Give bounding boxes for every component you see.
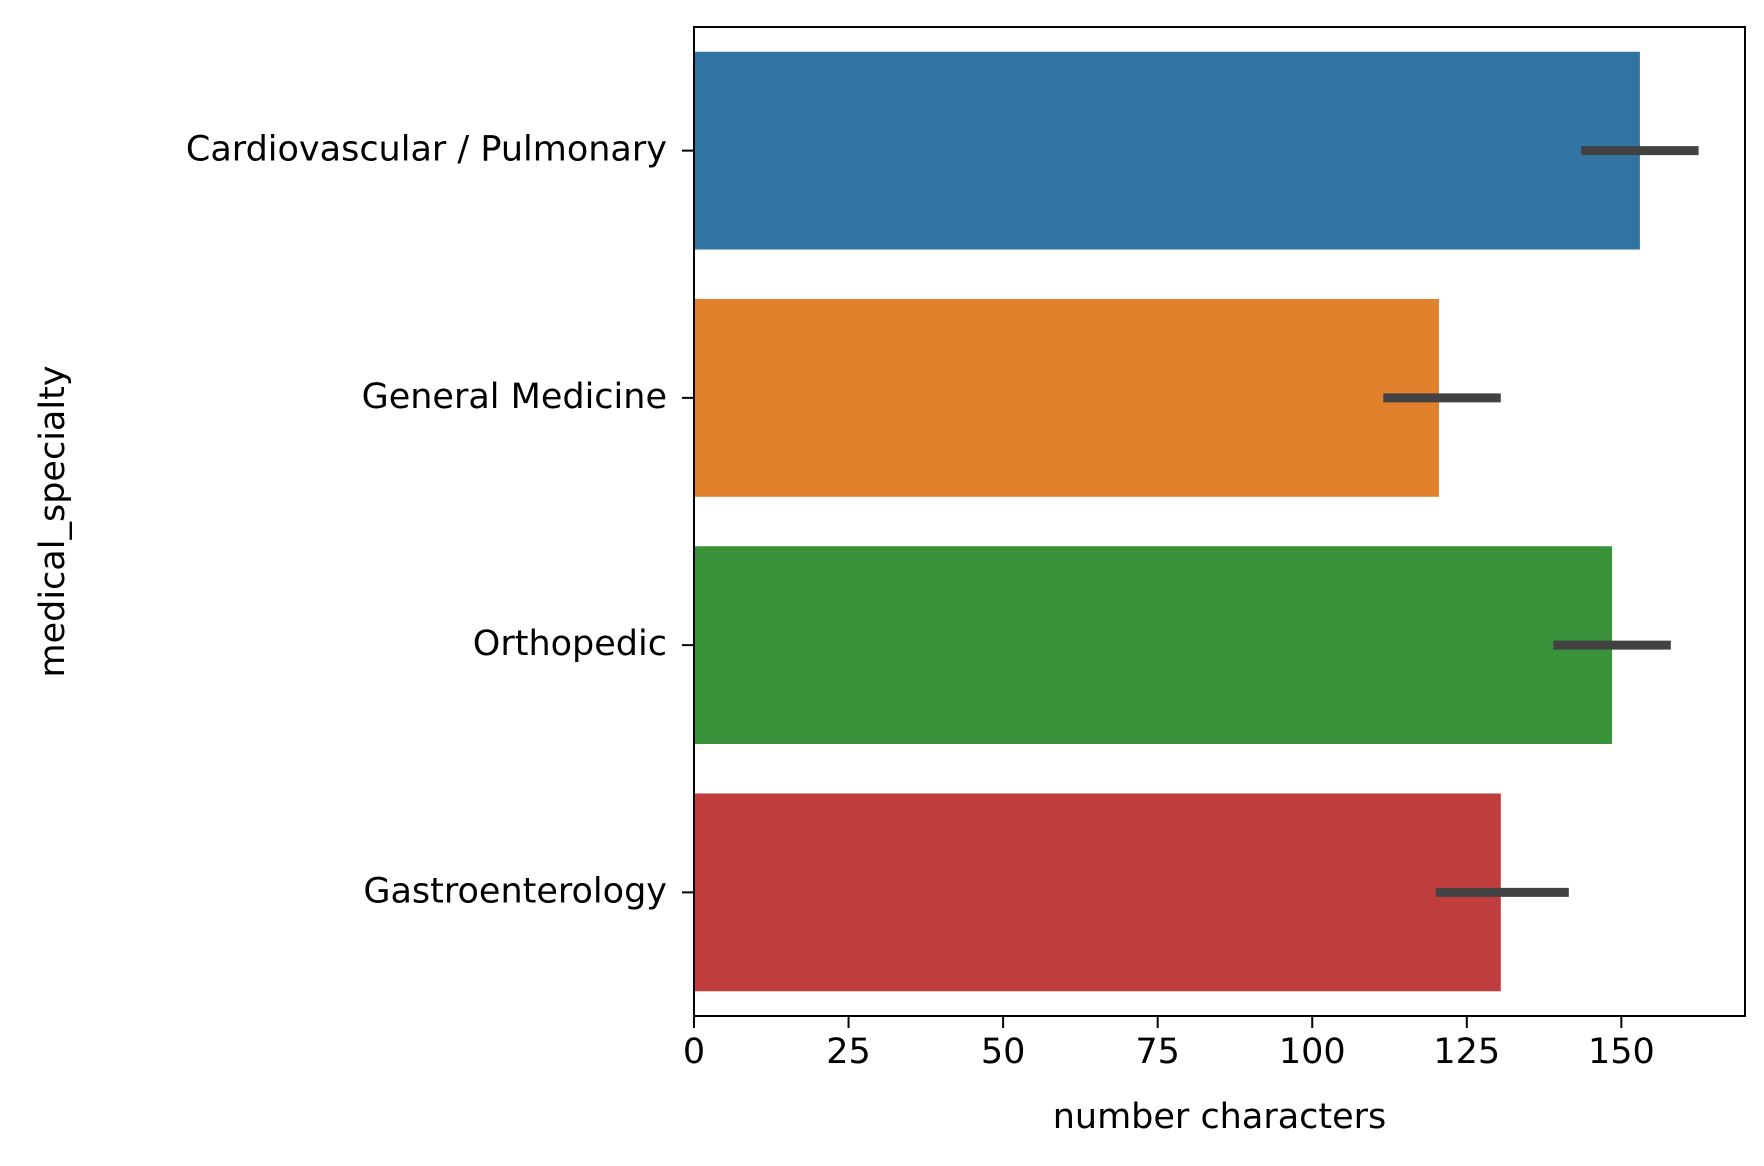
y-axis-label: medical_specialty — [33, 365, 73, 677]
x-tick-label-1: 25 — [826, 1032, 871, 1072]
y-axis-ticks: Cardiovascular / Pulmonary General Medici… — [186, 130, 694, 911]
x-tick-label-3: 75 — [1135, 1032, 1180, 1072]
bar-1 — [694, 298, 1439, 497]
x-tick-label-5: 125 — [1433, 1032, 1500, 1072]
error-bars-group — [1383, 146, 1699, 897]
x-axis-ticks: 0 25 50 75 100 125 150 — [683, 1016, 1655, 1072]
y-tick-label-0: Cardiovascular / Pulmonary — [186, 130, 667, 170]
y-tick-label-2: Orthopedic — [473, 624, 667, 664]
bars-group — [694, 51, 1640, 992]
bar-2 — [694, 546, 1613, 745]
x-axis-label: number characters — [1053, 1097, 1387, 1137]
y-tick-label-3: Gastroenterology — [363, 871, 667, 911]
x-tick-label-2: 50 — [981, 1032, 1026, 1072]
x-tick-label-6: 150 — [1588, 1032, 1655, 1072]
bar-3 — [694, 793, 1501, 992]
y-tick-label-1: General Medicine — [362, 377, 667, 417]
plot-frame — [693, 26, 1746, 1017]
x-tick-label-4: 100 — [1279, 1032, 1346, 1072]
bar-0 — [694, 51, 1640, 250]
x-tick-label-0: 0 — [683, 1032, 705, 1072]
